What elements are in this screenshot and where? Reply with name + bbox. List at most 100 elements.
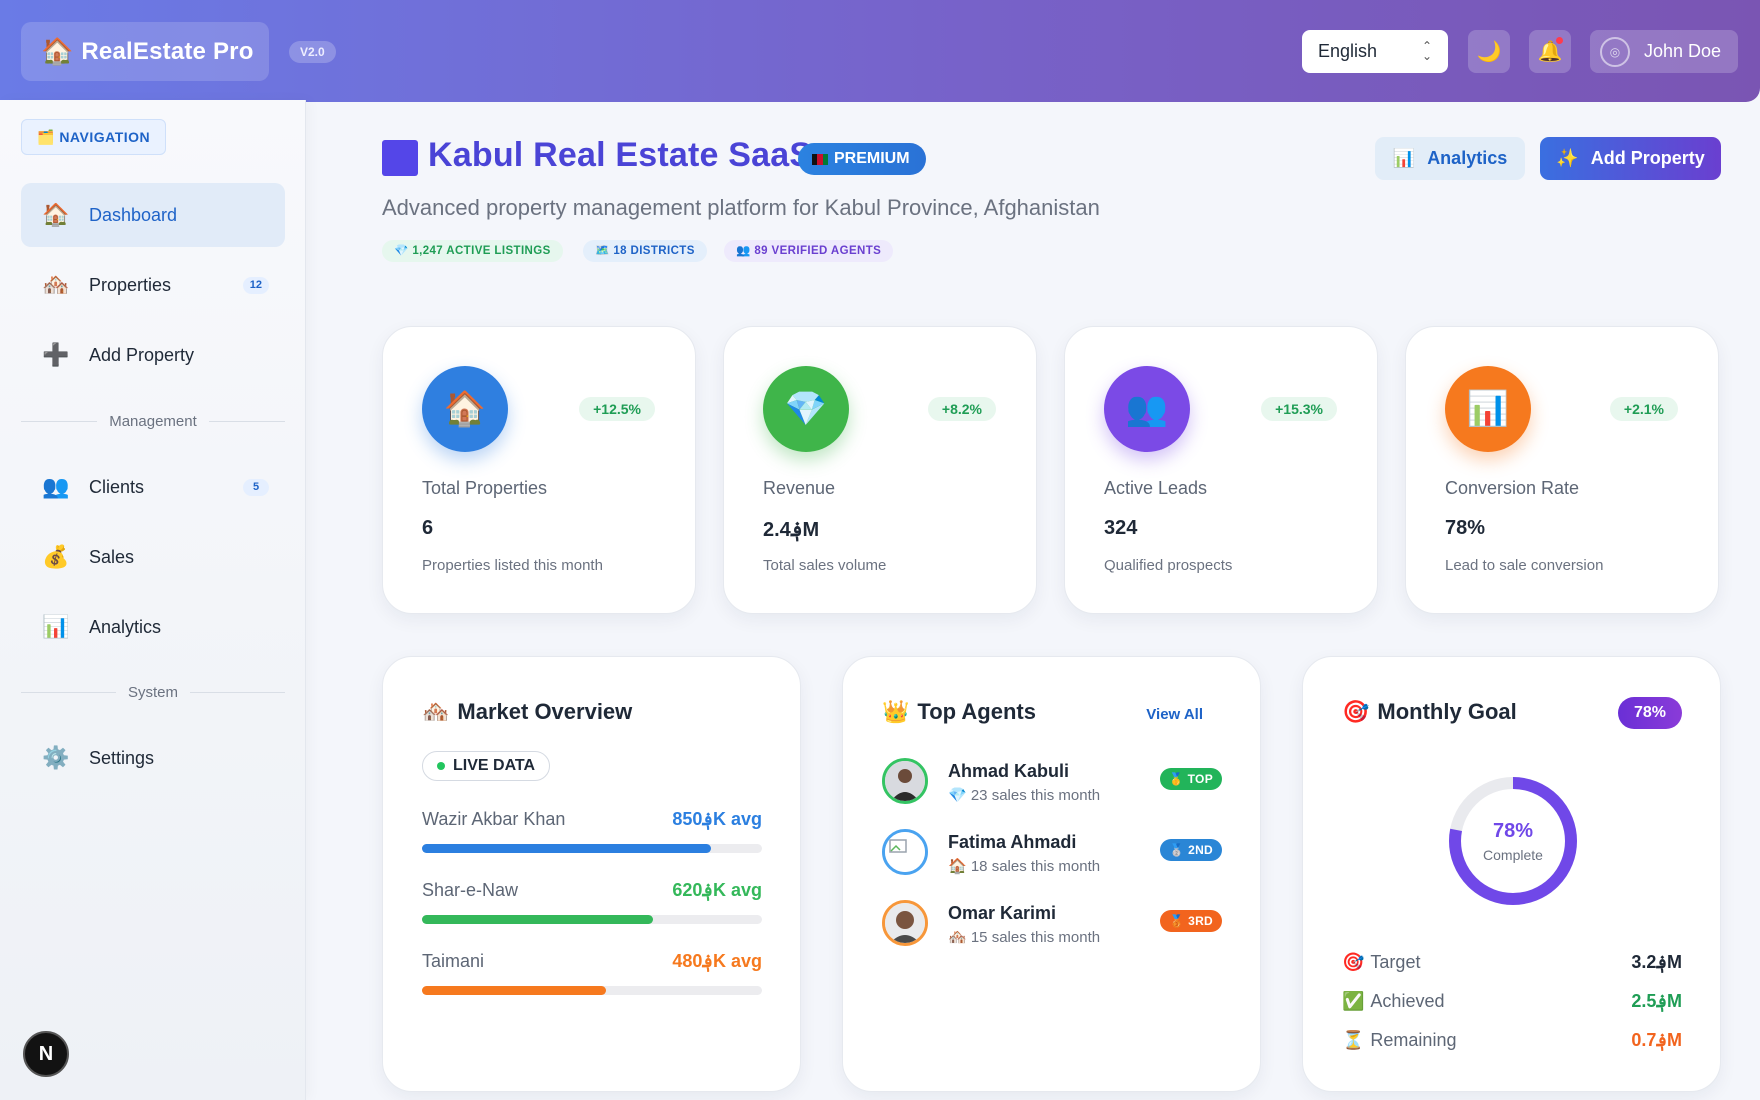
person-icon: [885, 761, 925, 801]
money-bag-icon: 💰: [42, 544, 70, 569]
house-icon: 🏠: [41, 36, 74, 66]
user-name: John Doe: [1644, 41, 1722, 61]
agent-name: Omar Karimi: [948, 903, 1057, 923]
bar-chart-icon: 📊: [1445, 366, 1531, 452]
sidebar-item-analytics[interactable]: 📊 Analytics: [21, 595, 285, 659]
sidebar-item-label: Properties: [89, 274, 172, 295]
add-property-button[interactable]: ✨ Add Property: [1540, 137, 1721, 180]
goal-progress-ring: 78% Complete: [1445, 773, 1581, 909]
flag-icon: [812, 153, 828, 165]
sidebar-item-label: Add Property: [89, 344, 195, 365]
stat-value: 78%: [1445, 517, 1486, 539]
title-square-icon: [382, 140, 418, 176]
agent-sales: 🏘️ 15 sales this month: [948, 929, 1101, 946]
sidebar-item-label: Sales: [89, 546, 135, 567]
sidebar-item-settings[interactable]: ⚙️ Settings: [21, 726, 285, 790]
sparkles-icon: ✨: [1556, 148, 1579, 168]
agent-name: Ahmad Kabuli: [948, 761, 1070, 781]
sidebar-item-dashboard[interactable]: 🏠 Dashboard: [21, 183, 285, 247]
top-agents-card: 👑 Top Agents View All Ahmad Kabuli 💎 23 …: [842, 656, 1261, 1092]
chip-verified-agents: 👥 89 VERIFIED AGENTS: [724, 240, 894, 262]
delta-badge: +8.2%: [927, 397, 996, 421]
goal-value: ؋3.2M: [1631, 952, 1682, 972]
delta-badge: +2.1%: [1609, 397, 1678, 421]
sidebar-item-properties[interactable]: 🏘️ Properties 12: [21, 253, 285, 317]
analytics-button[interactable]: 📊 Analytics: [1375, 137, 1525, 180]
view-all-link[interactable]: View All: [1146, 706, 1203, 723]
rank-badge: 🥈 2ND: [1160, 839, 1222, 861]
users-icon: 👥: [42, 474, 70, 499]
version-badge: V2.0: [289, 41, 336, 63]
district-price: ؋620K avg: [672, 880, 762, 900]
stat-label: Conversion Rate: [1445, 478, 1580, 498]
language-value: English: [1318, 41, 1378, 61]
goal-row-target: 🎯 Target ؋3.2M: [1342, 952, 1682, 972]
sidebar-item-clients[interactable]: 👥 Clients 5: [21, 455, 285, 519]
n-badge-button[interactable]: N: [23, 1031, 69, 1077]
user-menu[interactable]: ◎ John Doe: [1590, 30, 1738, 73]
stat-label: Revenue: [763, 478, 836, 498]
goal-row-remaining: ⏳ Remaining ؋0.7M: [1342, 1030, 1682, 1050]
ring-label: Complete: [1483, 846, 1543, 863]
goal-row-achieved: ✅ Achieved ؋2.5M: [1342, 991, 1682, 1011]
district-name: Taimani: [422, 951, 485, 971]
count-badge: 12: [242, 277, 269, 294]
target-icon: 🎯: [1342, 699, 1370, 724]
section-divider-management: Management: [21, 411, 285, 431]
progress-fill: [422, 844, 711, 853]
sidebar-item-add-property[interactable]: ➕ Add Property: [21, 323, 285, 387]
premium-badge: PREMIUM: [798, 143, 926, 175]
notifications-button[interactable]: 🔔: [1529, 30, 1571, 73]
theme-toggle-button[interactable]: 🌙: [1468, 30, 1510, 73]
card-title: 🎯 Monthly Goal: [1342, 699, 1517, 724]
sidebar-item-label: Clients: [89, 476, 145, 497]
ring-percent: 78%: [1492, 819, 1534, 842]
stat-description: Qualified prospects: [1104, 557, 1233, 574]
sidebar-item-label: Analytics: [89, 616, 162, 637]
agent-name: Fatima Ahmadi: [948, 832, 1077, 852]
delta-badge: +12.5%: [579, 397, 655, 421]
navigation-label: 🗂️ NAVIGATION: [21, 119, 167, 155]
agent-row[interactable]: Fatima Ahmadi 🏠 18 sales this month 🥈 2N…: [882, 829, 1222, 879]
chip-districts: 🗺️ 18 DISTRICTS: [583, 240, 707, 262]
stat-value: 6: [422, 517, 434, 539]
bell-icon: 🔔: [1537, 41, 1563, 63]
stat-card-active-leads: 👥 +15.3% Active Leads 324 Qualified pros…: [1064, 326, 1378, 614]
brand-logo[interactable]: 🏠 RealEstate Pro: [21, 22, 269, 81]
progress-fill: [422, 986, 606, 995]
users-icon: 👥: [1104, 366, 1190, 452]
stat-card-conversion-rate: 📊 +2.1% Conversion Rate 78% Lead to sale…: [1405, 326, 1719, 614]
district-name: Shar-e-Naw: [422, 880, 519, 900]
progress-fill: [422, 915, 654, 924]
agent-avatar: [882, 829, 928, 875]
stat-description: Properties listed this month: [422, 557, 603, 574]
house-icon: 🏠: [422, 366, 508, 452]
count-badge: 5: [243, 479, 269, 496]
moon-icon: 🌙: [1476, 41, 1502, 63]
agent-row[interactable]: Omar Karimi 🏘️ 15 sales this month 🥉 3RD: [882, 900, 1222, 950]
district-price: ؋850K avg: [672, 809, 762, 829]
language-select[interactable]: English ⌃ ⌄: [1302, 30, 1448, 73]
stat-label: Active Leads: [1104, 478, 1208, 498]
sidebar-item-sales[interactable]: 💰 Sales: [21, 525, 285, 589]
stat-card-total-properties: 🏠 +12.5% Total Properties 6 Properties l…: [382, 326, 696, 614]
sidebar-item-label: Settings: [89, 747, 155, 768]
hourglass-icon: ⏳: [1342, 1030, 1365, 1050]
card-title: 👑 Top Agents: [882, 699, 1036, 724]
page-subtitle: Advanced property management platform fo…: [382, 195, 1100, 220]
progress-track: [422, 844, 762, 853]
section-divider-system: System: [21, 682, 286, 702]
goal-percent-badge: 78%: [1617, 697, 1682, 729]
stat-card-revenue: 💎 +8.2% Revenue ؋2.4M Total sales volume: [723, 326, 1037, 614]
stat-description: Lead to sale conversion: [1445, 557, 1604, 574]
gear-icon: ⚙️: [42, 745, 70, 770]
stat-value: 324: [1104, 517, 1138, 539]
target-icon: 🎯: [1342, 952, 1365, 972]
agent-row[interactable]: Ahmad Kabuli 💎 23 sales this month 🥇 TOP: [882, 758, 1222, 808]
monthly-goal-card: 🎯 Monthly Goal 78% 78% Complete 🎯 Target …: [1302, 656, 1721, 1092]
person-icon: [885, 903, 925, 943]
section-label: System: [128, 683, 179, 701]
add-property-button-label: Add Property: [1590, 148, 1705, 168]
bar-chart-icon: 📊: [1392, 148, 1416, 168]
rank-badge: 🥇 TOP: [1159, 768, 1222, 790]
